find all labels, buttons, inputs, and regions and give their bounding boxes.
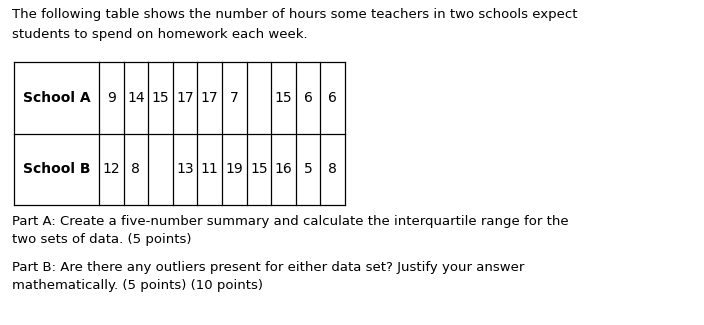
Text: The following table shows the number of hours some teachers in two schools expec: The following table shows the number of … <box>12 8 577 41</box>
Text: 15: 15 <box>151 91 170 105</box>
Text: 17: 17 <box>176 91 194 105</box>
Text: 6: 6 <box>303 91 313 105</box>
Text: 6: 6 <box>328 91 337 105</box>
Text: 17: 17 <box>201 91 218 105</box>
Text: Part A: Create a five-number summary and calculate the interquartile range for t: Part A: Create a five-number summary and… <box>12 215 569 246</box>
Text: 13: 13 <box>176 162 194 176</box>
Text: School B: School B <box>23 162 90 176</box>
Text: 11: 11 <box>201 162 218 176</box>
Text: School A: School A <box>23 91 90 105</box>
Text: 15: 15 <box>250 162 268 176</box>
Text: 8: 8 <box>132 162 140 176</box>
Text: 12: 12 <box>103 162 120 176</box>
Text: 5: 5 <box>303 162 313 176</box>
Text: Part B: Are there any outliers present for either data set? Justify your answer
: Part B: Are there any outliers present f… <box>12 261 524 292</box>
Text: 9: 9 <box>107 91 115 105</box>
Text: 14: 14 <box>127 91 145 105</box>
Text: 19: 19 <box>225 162 243 176</box>
Text: 8: 8 <box>328 162 337 176</box>
Text: 15: 15 <box>275 91 292 105</box>
Text: 16: 16 <box>275 162 292 176</box>
Text: 7: 7 <box>230 91 239 105</box>
